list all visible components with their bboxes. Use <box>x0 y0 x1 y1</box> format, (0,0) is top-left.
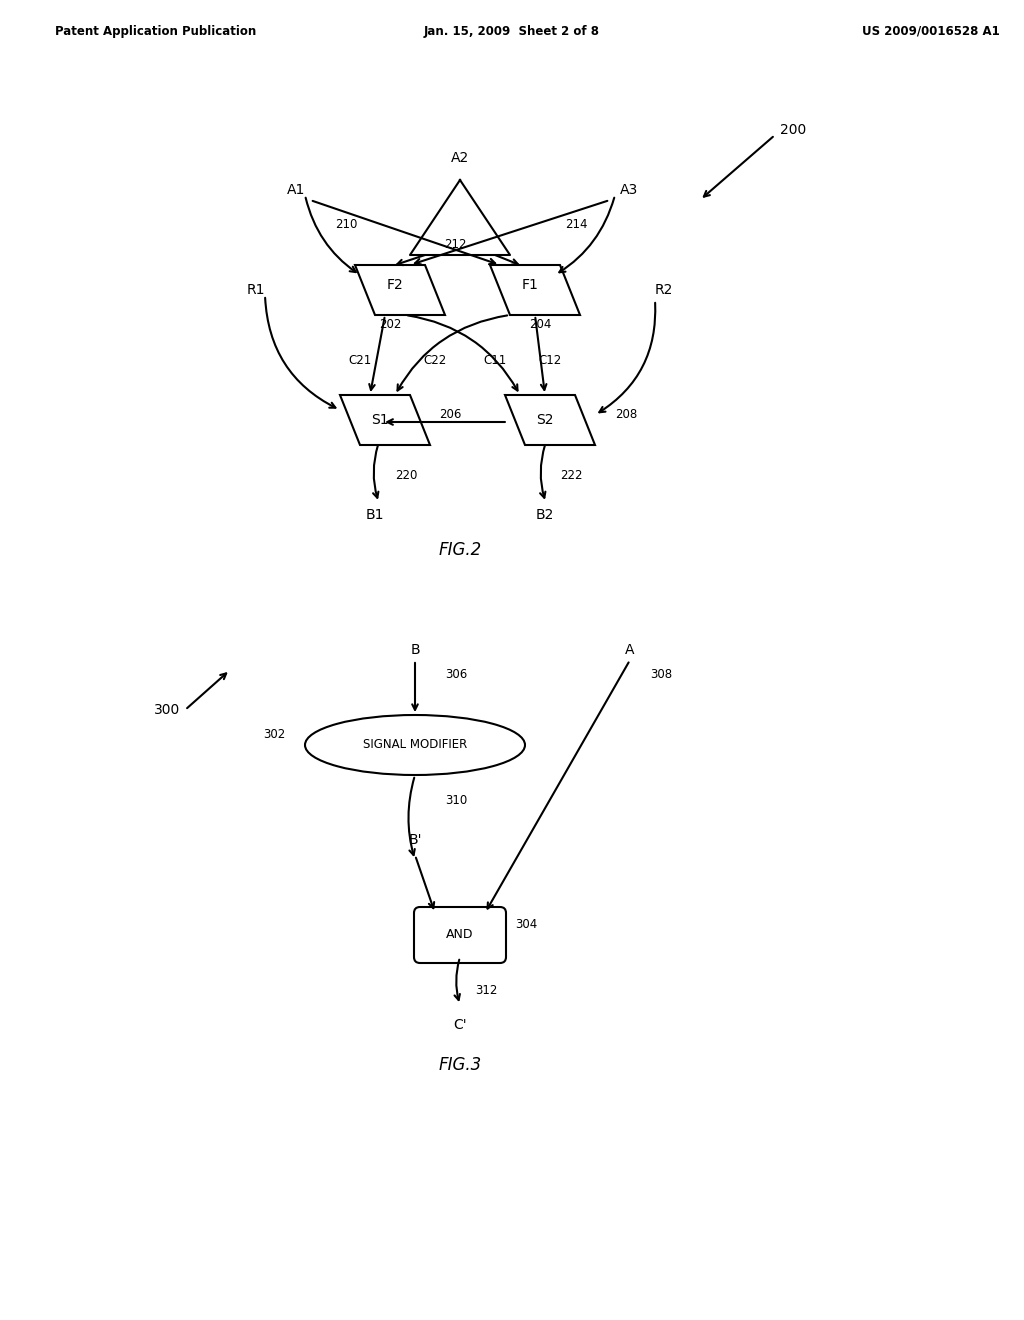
Polygon shape <box>505 395 595 445</box>
Text: AND: AND <box>446 928 474 941</box>
Text: 222: 222 <box>560 469 583 482</box>
Polygon shape <box>355 265 445 315</box>
Text: FIG.3: FIG.3 <box>438 1056 481 1074</box>
Text: SIGNAL MODIFIER: SIGNAL MODIFIER <box>362 738 467 751</box>
Text: A1: A1 <box>287 183 305 197</box>
Text: B1: B1 <box>366 508 384 521</box>
Text: 310: 310 <box>445 793 467 807</box>
Text: C22: C22 <box>423 354 446 367</box>
Text: A3: A3 <box>620 183 638 197</box>
Text: Patent Application Publication: Patent Application Publication <box>55 25 256 38</box>
Text: R2: R2 <box>655 282 674 297</box>
Text: US 2009/0016528 A1: US 2009/0016528 A1 <box>862 25 1000 38</box>
Text: C11: C11 <box>483 354 507 367</box>
Text: F1: F1 <box>521 279 539 292</box>
Text: 300: 300 <box>154 704 180 717</box>
Polygon shape <box>340 395 430 445</box>
Text: 220: 220 <box>395 469 418 482</box>
Text: A2: A2 <box>451 150 469 165</box>
Text: 200: 200 <box>780 123 806 137</box>
Text: 312: 312 <box>475 983 498 997</box>
Text: 214: 214 <box>565 219 588 231</box>
Ellipse shape <box>305 715 525 775</box>
Text: 304: 304 <box>515 919 538 932</box>
Text: C21: C21 <box>348 354 372 367</box>
Text: B2: B2 <box>536 508 554 521</box>
Text: 204: 204 <box>528 318 551 331</box>
Text: 210: 210 <box>335 219 357 231</box>
Text: B': B' <box>409 833 422 847</box>
Text: 308: 308 <box>650 668 672 681</box>
Text: 206: 206 <box>439 408 461 421</box>
Text: A: A <box>626 643 635 657</box>
FancyBboxPatch shape <box>414 907 506 964</box>
Text: R1: R1 <box>247 282 265 297</box>
Text: C': C' <box>454 1018 467 1032</box>
Text: C12: C12 <box>539 354 561 367</box>
Polygon shape <box>490 265 580 315</box>
Text: B: B <box>411 643 420 657</box>
Text: S1: S1 <box>371 413 389 426</box>
Text: 202: 202 <box>379 318 401 331</box>
Text: F2: F2 <box>387 279 403 292</box>
Text: Jan. 15, 2009  Sheet 2 of 8: Jan. 15, 2009 Sheet 2 of 8 <box>424 25 600 38</box>
Text: FIG.2: FIG.2 <box>438 541 481 558</box>
Text: 302: 302 <box>263 729 285 742</box>
Text: S2: S2 <box>537 413 554 426</box>
Text: 208: 208 <box>615 408 637 421</box>
Text: 306: 306 <box>445 668 467 681</box>
Text: 212: 212 <box>443 239 466 252</box>
